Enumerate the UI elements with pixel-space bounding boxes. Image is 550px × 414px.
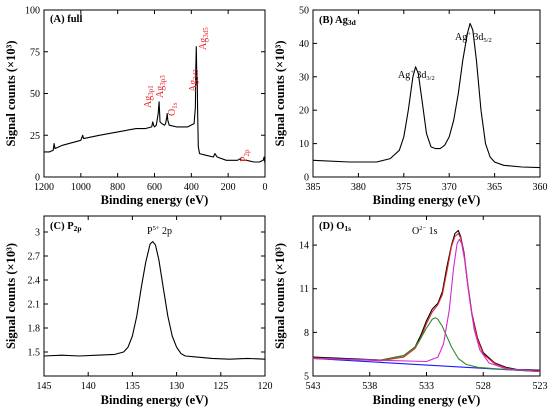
x-tick-label: 125	[213, 381, 228, 392]
series-line-0	[43, 241, 266, 360]
annotation-ag3p1: Ag3p1	[143, 85, 155, 108]
panel-a-ticks: 1200 1000 800 600 400 200 0 0 25 50 75 100	[25, 6, 268, 194]
panel-a-ylabel: Signal counts (×10³)	[4, 40, 18, 146]
panel-c-title: (C) P2p	[50, 221, 82, 233]
panel-c-series	[43, 241, 266, 360]
x-tick-label: 533	[419, 381, 434, 392]
panel-d-series	[312, 229, 541, 373]
panel-a-series	[44, 46, 266, 164]
x-tick-label: 385	[306, 182, 321, 193]
y-tick-label: 40	[299, 39, 309, 50]
x-tick-label: 0	[263, 182, 268, 193]
x-tick-label: 200	[221, 182, 236, 193]
y-tick-label: 50	[299, 6, 309, 17]
panel-b: (B) Ag3d 385 380 375 370 365 360 0 10 20 30 40 50 B…	[273, 6, 548, 208]
y-tick-label: 2.7	[28, 252, 41, 263]
y-tick-label: 0	[35, 173, 40, 184]
panel-d-ylabel: Signal counts (×10³)	[273, 243, 287, 349]
y-tick-label: 2.4	[28, 276, 41, 287]
x-tick-label: 140	[81, 381, 96, 392]
annotation-ag3d3: Ag3d3	[188, 69, 200, 92]
x-tick-label: 538	[362, 381, 377, 392]
y-tick-label: 5	[304, 372, 309, 383]
series-line-1	[312, 232, 541, 372]
y-tick-label: 25	[30, 131, 40, 142]
panel-c-frame	[43, 215, 266, 377]
y-tick-label: 2.1	[28, 300, 41, 311]
annotation-p5-2p: P5+ 2p	[147, 225, 172, 237]
x-tick-label: 1000	[71, 182, 91, 193]
x-tick-label: 800	[110, 182, 125, 193]
y-tick-label: 14	[299, 241, 309, 252]
panel-b-title: (B) Ag3d	[319, 15, 357, 27]
panel-b-ylabel: Signal counts (×10³)	[273, 40, 287, 146]
panel-c: (C) P2p 145 140 135 130 125 120 1.5 1.8 2.1 2.4 2.…	[4, 215, 273, 407]
annotation-ag3p3: Ag3p3	[155, 75, 167, 98]
panel-a-title: (A) full	[50, 14, 82, 25]
y-tick-label: 100	[25, 6, 40, 17]
x-tick-label: 135	[125, 381, 140, 392]
panel-b-ticks: 385 380 375 370 365 360 0 10 20 30 40 50	[299, 6, 548, 194]
x-tick-label: 145	[37, 381, 52, 392]
series-line-0	[44, 46, 266, 164]
annotation-o1s: O1s	[167, 102, 179, 116]
y-tick-label: 20	[299, 106, 309, 117]
annotation-ag-3d32: Ag+ 3d3/2	[398, 69, 435, 82]
panel-d-title: (D) O1s	[319, 221, 351, 233]
panel-b-frame	[312, 9, 541, 178]
annotation-ag3d5: Ag3d5	[198, 27, 210, 50]
x-tick-label: 380	[351, 182, 366, 193]
panel-a: (A) full 1200 1000 800 600 400 200 0 0 25 50 75 100…	[4, 6, 268, 208]
panel-d-frame	[312, 215, 541, 377]
series-line-0	[312, 22, 541, 169]
x-tick-label: 523	[533, 381, 548, 392]
y-tick-label: 3	[35, 228, 40, 239]
x-tick-label: 375	[396, 182, 411, 193]
y-tick-label: 50	[30, 89, 40, 100]
panel-b-xlabel: Binding energy (eV)	[373, 193, 481, 207]
x-tick-label: 120	[258, 381, 273, 392]
y-tick-label: 1.5	[28, 348, 41, 359]
series-line-0	[312, 229, 541, 371]
panel-d-xlabel: Binding energy (eV)	[373, 393, 481, 407]
x-tick-label: 528	[476, 381, 491, 392]
x-tick-label: 365	[487, 182, 502, 193]
x-tick-label: 600	[147, 182, 162, 193]
panel-a-xlabel: Binding energy (eV)	[101, 193, 209, 207]
x-tick-label: 1200	[34, 182, 54, 193]
y-tick-label: 0	[304, 173, 309, 184]
series-line-3	[312, 317, 541, 373]
y-tick-label: 30	[299, 72, 309, 83]
y-tick-label: 10	[299, 139, 309, 150]
panel-b-series	[312, 22, 541, 169]
x-tick-label: 400	[184, 182, 199, 193]
annotation-ag-3d52: Ag+ 3d5/2	[455, 31, 492, 44]
panel-d-ticks: 543 538 533 528 523 5 8 11 14	[299, 216, 548, 392]
y-tick-label: 11	[299, 284, 309, 295]
panel-c-ticks: 145 140 135 130 125 120 1.5 1.8 2.1 2.4 2.7 3	[28, 216, 273, 392]
panel-c-xlabel: Binding energy (eV)	[101, 393, 209, 407]
x-tick-label: 543	[306, 381, 321, 392]
x-tick-label: 360	[533, 182, 548, 193]
x-tick-label: 370	[442, 182, 457, 193]
y-tick-label: 8	[304, 328, 309, 339]
y-tick-label: 75	[30, 47, 40, 58]
series-line-4	[312, 238, 541, 373]
panel-c-ylabel: Signal counts (×10³)	[4, 243, 18, 349]
y-tick-label: 1.8	[28, 324, 41, 335]
x-tick-label: 130	[169, 381, 184, 392]
panel-d: (D) O1s 543 538 533 528 523 5 8 11 14 Binding en…	[273, 215, 548, 407]
annotation-p2p: P2p	[239, 149, 251, 162]
annotation-o2-1s: O2− 1s	[412, 225, 438, 237]
